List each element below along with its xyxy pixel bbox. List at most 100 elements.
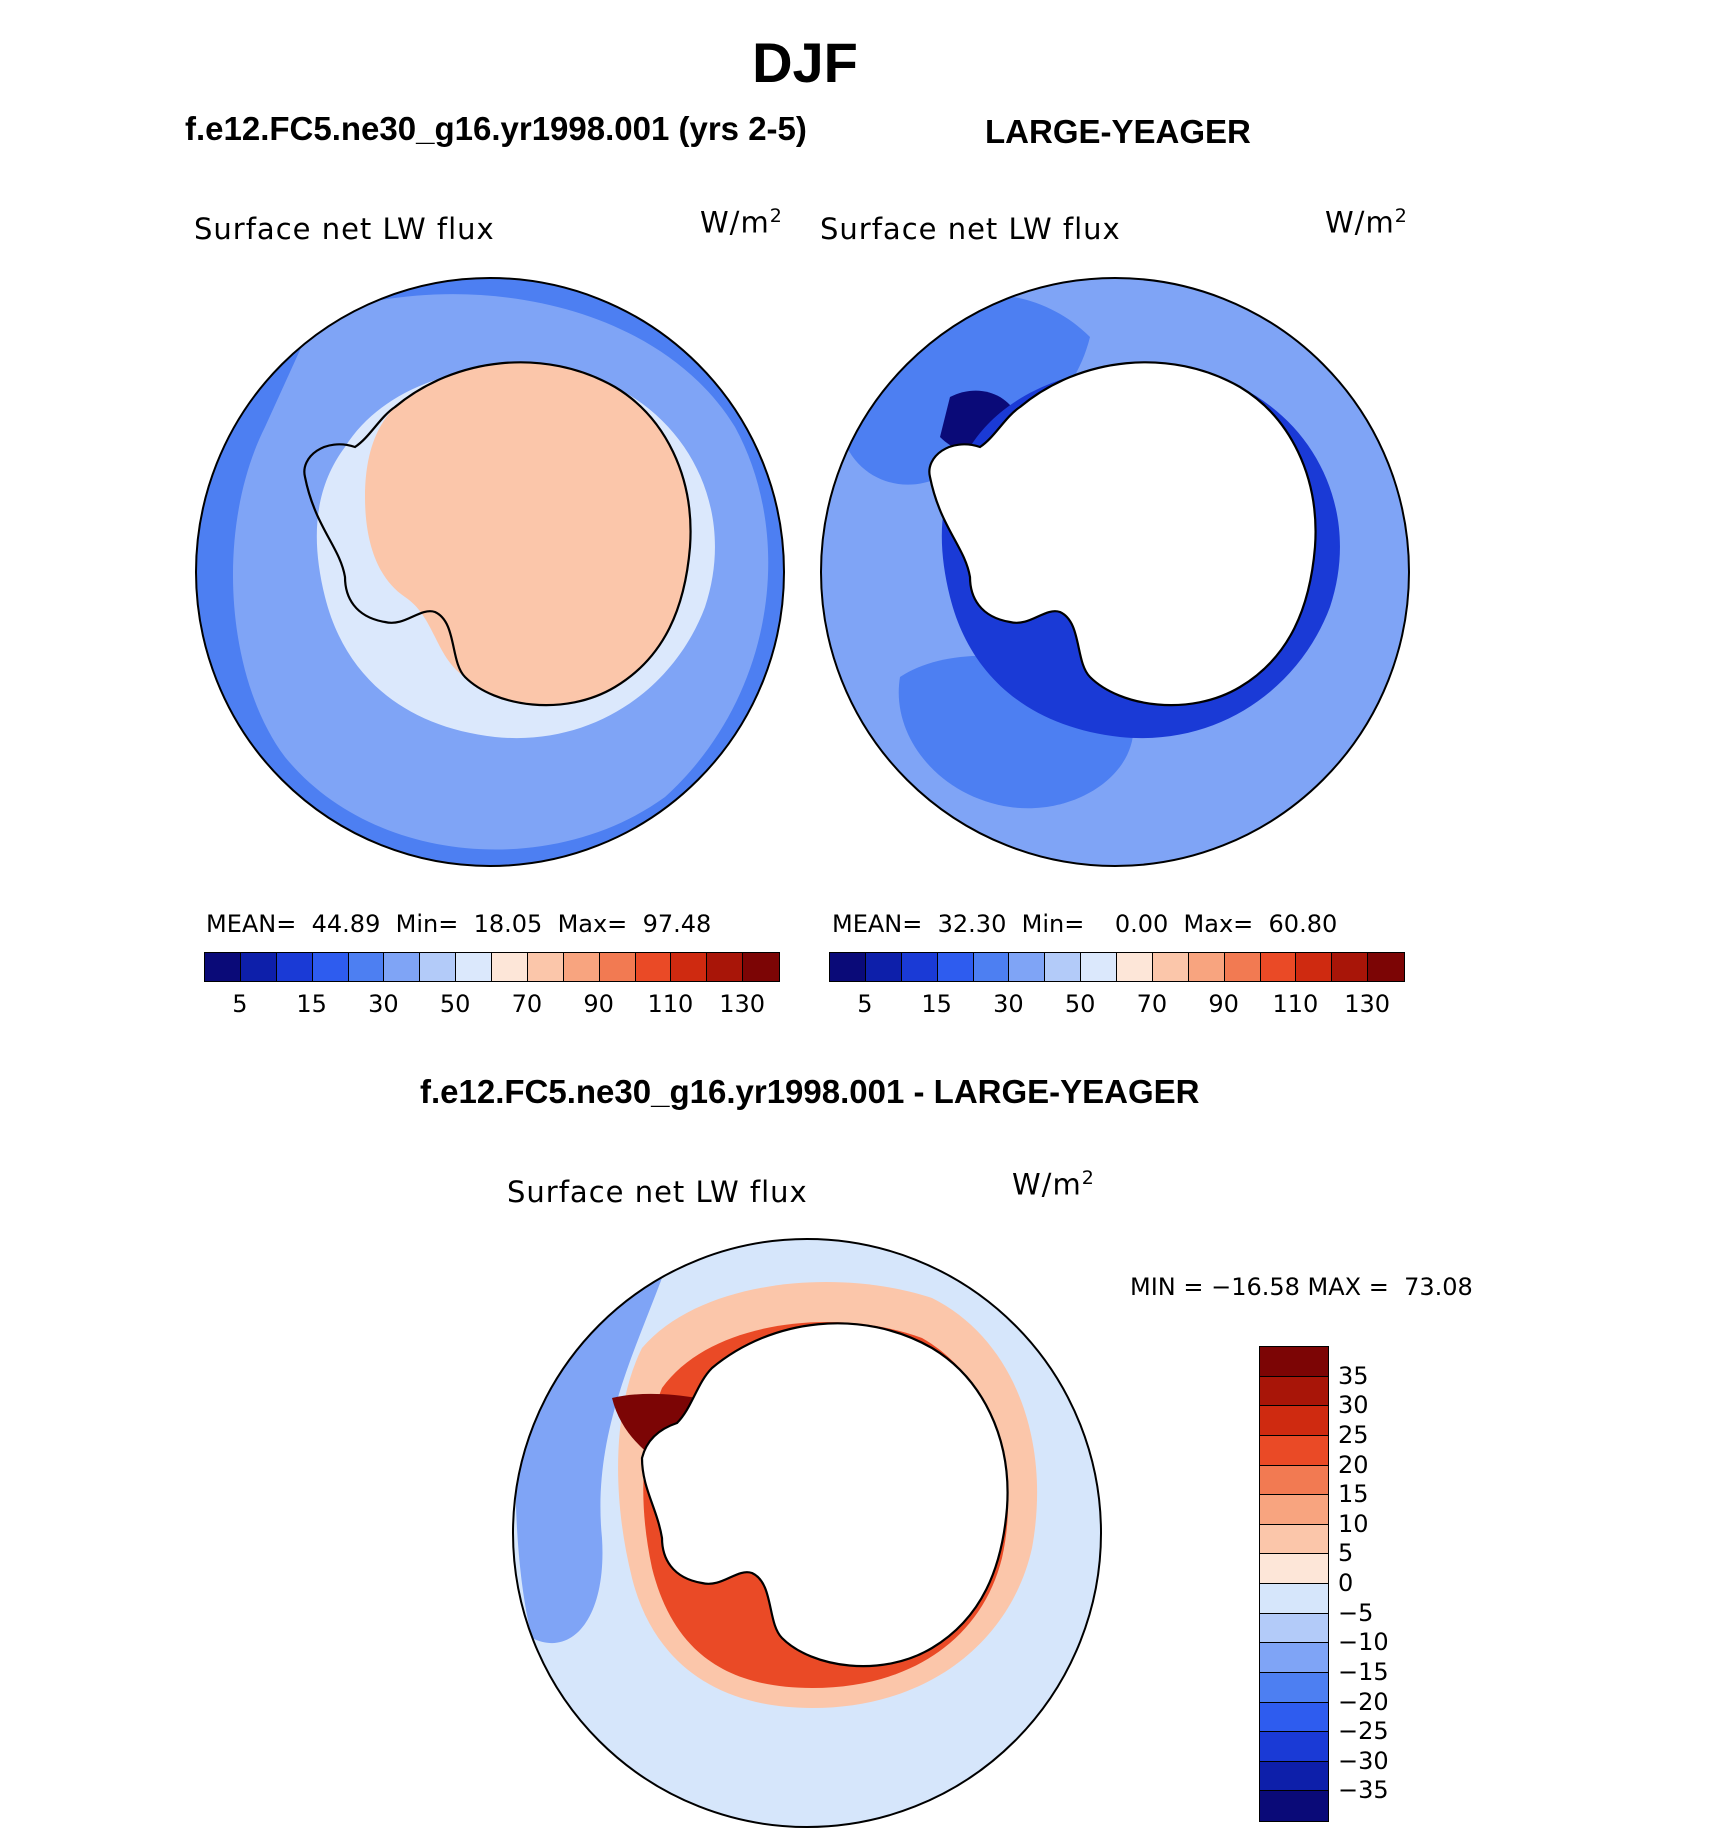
colorbar-swatch	[1081, 953, 1117, 981]
right-variable-label: Surface net LW flux	[820, 212, 1121, 246]
difference-colorbar-ticks: 35 30 25 20 15 10 5 0 −5 −10 −15 −20 −25 −30 −35	[1338, 1346, 1398, 1820]
colorbar-tick-label: 5	[232, 990, 248, 1018]
colorbar-tick-label: −25	[1338, 1717, 1389, 1746]
colorbar-tick-label: 10	[1338, 1509, 1369, 1538]
colorbar-tick-label: −10	[1338, 1628, 1389, 1657]
colorbar-swatch	[456, 953, 492, 981]
colorbar-swatch	[1260, 1524, 1328, 1555]
colorbar-swatch	[1260, 1465, 1328, 1496]
colorbar-tick-label: 30	[1338, 1391, 1369, 1420]
left-colorbar-ticks: 5 15 30 50 70 90 110 130	[204, 990, 778, 1020]
colorbar-tick-label: 15	[921, 990, 952, 1018]
colorbar-swatch	[1260, 1732, 1328, 1762]
colorbar-swatch	[1332, 953, 1369, 981]
right-map	[820, 277, 1410, 867]
colorbar-tick-label: 130	[719, 990, 766, 1018]
left-map	[195, 277, 785, 867]
right-panel-header: LARGE-YEAGER	[985, 113, 1251, 150]
colorbar-swatch	[1260, 953, 1297, 981]
left-panel-header: f.e12.FC5.ne30_g16.yr1998.001 (yrs 2-5)	[185, 110, 807, 147]
colorbar-swatch	[276, 953, 313, 981]
colorbar-swatch	[1117, 953, 1153, 981]
colorbar-tick-label: 90	[1208, 990, 1239, 1018]
colorbar-tick-label: 35	[1338, 1361, 1369, 1390]
colorbar-swatch	[1260, 1761, 1328, 1792]
colorbar-swatch	[348, 953, 385, 981]
colorbar-swatch	[865, 953, 902, 981]
colorbar-tick-label: 30	[993, 990, 1024, 1018]
difference-units-label: W/m2	[1012, 1167, 1095, 1202]
colorbar-tick-label: −35	[1338, 1776, 1389, 1805]
colorbar-swatch	[599, 953, 636, 981]
colorbar-swatch	[1260, 1554, 1328, 1584]
colorbar-swatch	[1260, 1347, 1328, 1377]
colorbar-swatch	[492, 953, 528, 981]
colorbar-swatch	[1188, 953, 1225, 981]
colorbar-tick-label: 15	[1338, 1480, 1369, 1509]
difference-variable-label: Surface net LW flux	[507, 1175, 808, 1209]
colorbar-tick-label: 130	[1344, 990, 1391, 1018]
colorbar-tick-label: −5	[1338, 1598, 1374, 1627]
colorbar-swatch	[1260, 1791, 1328, 1821]
colorbar-swatch	[1260, 1584, 1328, 1614]
left-colorbar	[204, 952, 780, 982]
colorbar-tick-label: 70	[1136, 990, 1168, 1018]
colorbar-swatch	[1260, 1495, 1328, 1525]
colorbar-swatch	[1296, 953, 1333, 981]
colorbar-tick-label: 110	[647, 990, 694, 1018]
colorbar-swatch	[1260, 1613, 1328, 1644]
colorbar-tick-label: 0	[1338, 1569, 1354, 1597]
right-colorbar-ticks: 5 15 30 50 70 90 110 130	[829, 990, 1403, 1020]
colorbar-tick-label: −20	[1338, 1687, 1389, 1716]
left-stats: MEAN= 44.89 Min= 18.05 Max= 97.48	[206, 910, 712, 938]
figure-title: DJF	[752, 31, 858, 94]
colorbar-swatch	[1260, 1702, 1328, 1733]
colorbar-tick-label: 25	[1338, 1420, 1369, 1449]
left-units-label: W/m2	[700, 205, 783, 240]
colorbar-tick-label: 70	[511, 990, 543, 1018]
colorbar-tick-label: 50	[439, 990, 471, 1018]
colorbar-swatch	[527, 953, 564, 981]
colorbar-tick-label: 30	[368, 990, 399, 1018]
colorbar-tick-label: 15	[296, 990, 327, 1018]
colorbar-tick-label: 90	[583, 990, 614, 1018]
left-coastline	[303, 361, 692, 707]
colorbar-swatch	[973, 953, 1010, 981]
colorbar-swatch	[205, 953, 241, 981]
right-units-label: W/m2	[1325, 205, 1408, 240]
difference-ice-mask	[642, 1323, 1008, 1667]
left-variable-label: Surface net LW flux	[194, 212, 495, 246]
colorbar-swatch	[671, 953, 708, 981]
right-colorbar	[829, 952, 1405, 982]
colorbar-swatch	[937, 953, 974, 981]
colorbar-swatch	[1009, 953, 1046, 981]
difference-header: f.e12.FC5.ne30_g16.yr1998.001 - LARGE-YE…	[420, 1073, 1200, 1110]
colorbar-tick-label: 5	[1338, 1539, 1354, 1568]
colorbar-swatch	[1368, 953, 1404, 981]
colorbar-swatch	[384, 953, 421, 981]
difference-minmax: MIN = −16.58 MAX = 73.08	[1130, 1273, 1473, 1301]
colorbar-tick-label: 110	[1272, 990, 1319, 1018]
difference-colorbar	[1259, 1346, 1329, 1822]
colorbar-swatch	[635, 953, 672, 981]
colorbar-tick-label: 5	[857, 990, 873, 1018]
colorbar-swatch	[1152, 953, 1189, 981]
colorbar-swatch	[1045, 953, 1082, 981]
difference-map	[512, 1238, 1102, 1828]
right-stats: MEAN= 32.30 Min= 0.00 Max= 60.80	[832, 910, 1338, 938]
colorbar-swatch	[1260, 1376, 1328, 1407]
colorbar-swatch	[743, 953, 779, 981]
colorbar-swatch	[901, 953, 938, 981]
colorbar-tick-label: −15	[1338, 1657, 1389, 1686]
difference-coastline	[640, 1322, 1009, 1668]
right-ice-mask	[929, 362, 1316, 706]
colorbar-tick-label: −30	[1338, 1746, 1389, 1775]
colorbar-swatch	[420, 953, 457, 981]
colorbar-tick-label: 20	[1338, 1450, 1369, 1479]
colorbar-swatch	[1260, 1643, 1328, 1673]
colorbar-swatch	[1224, 953, 1261, 981]
left-continent-fill	[365, 362, 691, 706]
right-coastline	[928, 361, 1317, 707]
colorbar-swatch	[1260, 1435, 1328, 1466]
